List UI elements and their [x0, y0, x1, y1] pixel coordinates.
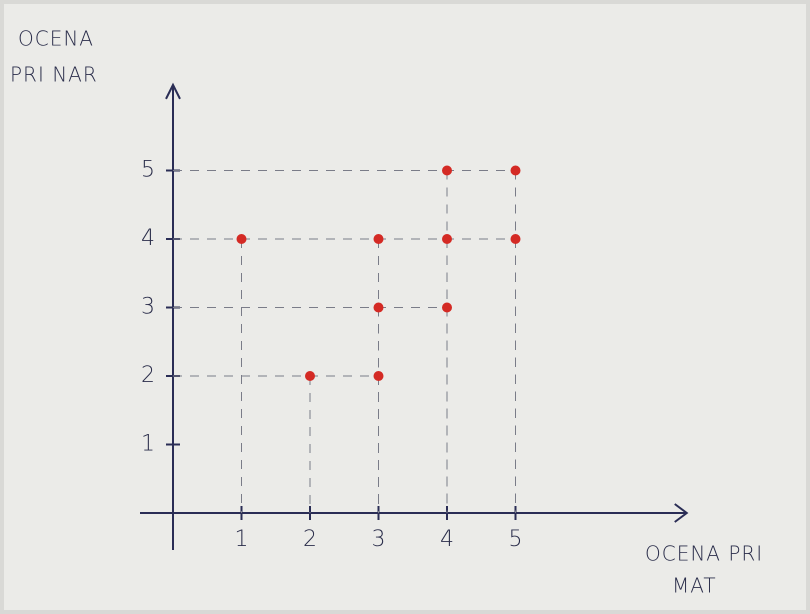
- x-axis-label-line: MAT: [672, 574, 717, 598]
- x-tick-label: 5: [509, 527, 523, 552]
- x-tick-label: 4: [440, 527, 454, 552]
- point: [511, 234, 521, 244]
- x-tick-label: 1: [235, 527, 249, 552]
- point: [374, 234, 384, 244]
- point: [374, 303, 384, 313]
- chart: OCENA PRI NAR OCENA PRI MAT 1 2 3 4 5 1 2 3 4 5: [0, 0, 810, 614]
- y-tick-label: 1: [141, 432, 155, 457]
- y-tick-label: 3: [141, 295, 155, 320]
- y-axis-label-line: PRI NAR: [10, 63, 98, 87]
- point: [442, 166, 452, 176]
- paper: [4, 4, 806, 610]
- point: [442, 303, 452, 313]
- y-tick-label: 2: [141, 363, 155, 388]
- y-axis-label-line: OCENA: [18, 27, 94, 51]
- point: [511, 166, 521, 176]
- point: [237, 234, 247, 244]
- y-tick-label: 4: [141, 226, 155, 251]
- point: [442, 234, 452, 244]
- point: [374, 371, 384, 381]
- x-axis-label-line: OCENA PRI: [645, 542, 763, 566]
- x-tick-label: 3: [372, 527, 386, 552]
- y-tick-label: 5: [141, 158, 155, 183]
- x-tick-label: 2: [303, 527, 317, 552]
- point: [305, 371, 315, 381]
